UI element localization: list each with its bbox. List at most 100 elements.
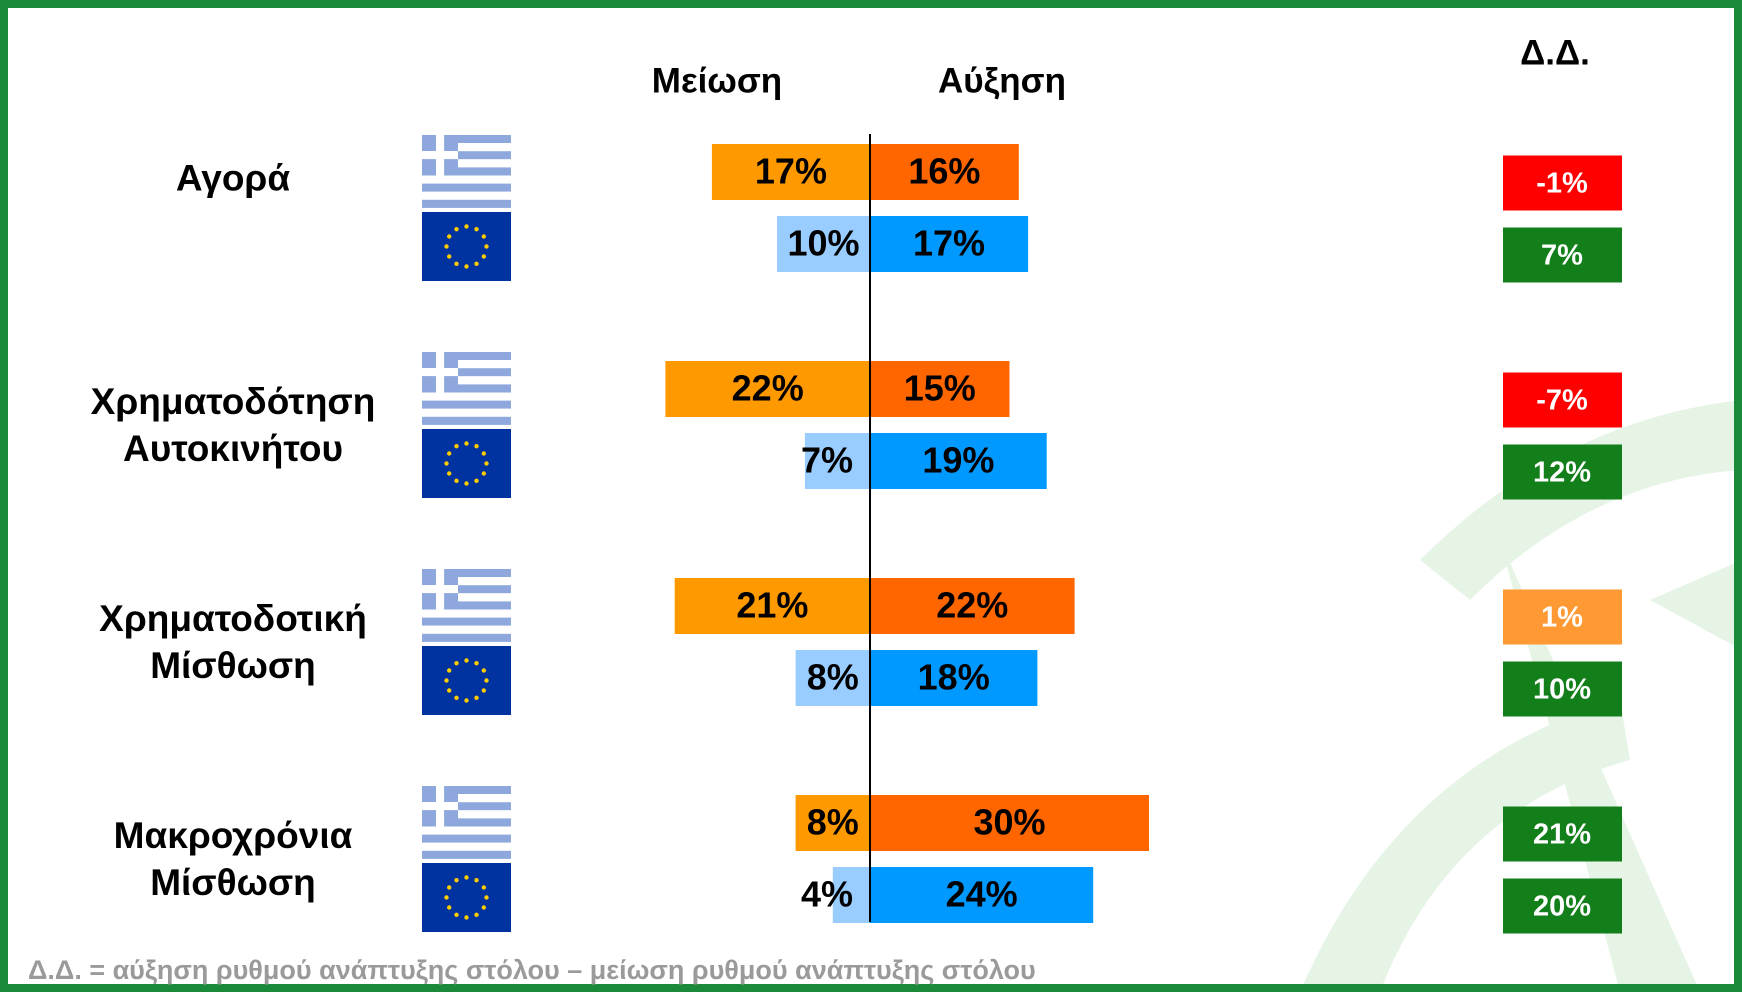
flag-star (444, 244, 448, 248)
flag-stripe (422, 835, 511, 843)
decrease-label: 8% (807, 802, 859, 843)
flag-eu (422, 429, 511, 498)
flag-star (464, 658, 468, 662)
flag-stripe (422, 176, 511, 184)
flag-star (454, 878, 458, 882)
flag-star (474, 479, 478, 483)
flag-star (447, 234, 451, 238)
flag-eu (422, 212, 511, 281)
decrease-label: 21% (736, 585, 808, 626)
decrease-label: 8% (807, 657, 859, 698)
flag-star (454, 479, 458, 483)
flag-star (464, 441, 468, 445)
flag-star (447, 451, 451, 455)
flag-star (482, 471, 486, 475)
increase-label: 24% (946, 874, 1018, 915)
decrease-label: 7% (801, 440, 853, 481)
net-label: 10% (1533, 674, 1591, 706)
flag-star (447, 668, 451, 672)
flag-star (482, 234, 486, 238)
increase-label: 17% (913, 223, 985, 264)
flag-stripe (422, 610, 511, 618)
flag-star (474, 444, 478, 448)
flag-star (454, 444, 458, 448)
footnote: Δ.Δ. = αύξηση ρυθμού ανάπτυξης στόλου – … (28, 955, 1036, 985)
flag-star (444, 895, 448, 899)
flag-star (454, 661, 458, 665)
flag-star (454, 262, 458, 266)
flag-star (464, 915, 468, 919)
increase-title: Αύξηση (938, 61, 1066, 100)
flag-star (484, 678, 488, 682)
flag-star (444, 461, 448, 465)
flag-star (482, 451, 486, 455)
flag-stripe (422, 851, 511, 859)
increase-label: 22% (936, 585, 1008, 626)
flag-cross (436, 786, 444, 827)
flag-star (484, 461, 488, 465)
decrease-title: Μείωση (652, 61, 782, 100)
flag-star (474, 913, 478, 917)
flag-stripe (422, 417, 511, 425)
net-label: -7% (1536, 385, 1588, 417)
flag-stripe (422, 200, 511, 208)
flag-star (454, 696, 458, 700)
flag-star (482, 688, 486, 692)
decrease-label: 4% (801, 874, 853, 915)
category-label: Αγορά (63, 155, 403, 202)
flag-stripe (422, 843, 511, 851)
category-label: Μακροχρόνια Μίσθωση (63, 812, 403, 906)
flag-stripe (422, 626, 511, 634)
category-label: Χρηματοδοτική Μίσθωση (63, 595, 403, 689)
increase-label: 15% (904, 368, 976, 409)
net-label: 21% (1533, 819, 1591, 851)
flag-star (482, 668, 486, 672)
flag-star (482, 905, 486, 909)
increase-label: 19% (922, 440, 994, 481)
flag-stripe (422, 393, 511, 401)
net-label: -1% (1536, 168, 1588, 200)
increase-label: 16% (908, 151, 980, 192)
flag-cross (436, 135, 444, 176)
flag-star (464, 481, 468, 485)
flag-star (447, 254, 451, 258)
flag-cross (436, 569, 444, 610)
increase-label: 30% (973, 802, 1045, 843)
flag-stripe (422, 192, 511, 200)
decrease-label: 10% (787, 223, 859, 264)
flag-star (447, 688, 451, 692)
flag-star (484, 244, 488, 248)
net-label: 12% (1533, 457, 1591, 489)
flag-star (484, 895, 488, 899)
flag-star (482, 254, 486, 258)
flag-star (474, 227, 478, 231)
flag-star (474, 262, 478, 266)
slide: Μείωση Αύξηση Δ.Δ. Δ.Δ. = αύξηση ρυθμού … (0, 0, 1742, 992)
flag-star (447, 885, 451, 889)
flag-stripe (422, 827, 511, 835)
flag-star (454, 913, 458, 917)
flag-stripe (422, 618, 511, 626)
flag-stripe (422, 409, 511, 417)
net-label: 1% (1541, 602, 1583, 634)
flag-stripe (422, 184, 511, 192)
category-label: Χρηματοδότηση Αυτοκινήτου (63, 378, 403, 472)
flag-star (447, 471, 451, 475)
flag-cross (436, 352, 444, 393)
flag-star (474, 696, 478, 700)
flag-star (474, 661, 478, 665)
flag-eu (422, 863, 511, 932)
decrease-label: 22% (732, 368, 804, 409)
flag-stripe (422, 634, 511, 642)
flag-star (464, 264, 468, 268)
flag-star (454, 227, 458, 231)
net-label: 20% (1533, 891, 1591, 923)
flag-star (464, 698, 468, 702)
flag-eu (422, 646, 511, 715)
flag-star (474, 878, 478, 882)
net-title: Δ.Δ. (1520, 33, 1590, 72)
decrease-label: 17% (755, 151, 827, 192)
flag-star (464, 875, 468, 879)
flag-star (482, 885, 486, 889)
increase-label: 18% (918, 657, 990, 698)
